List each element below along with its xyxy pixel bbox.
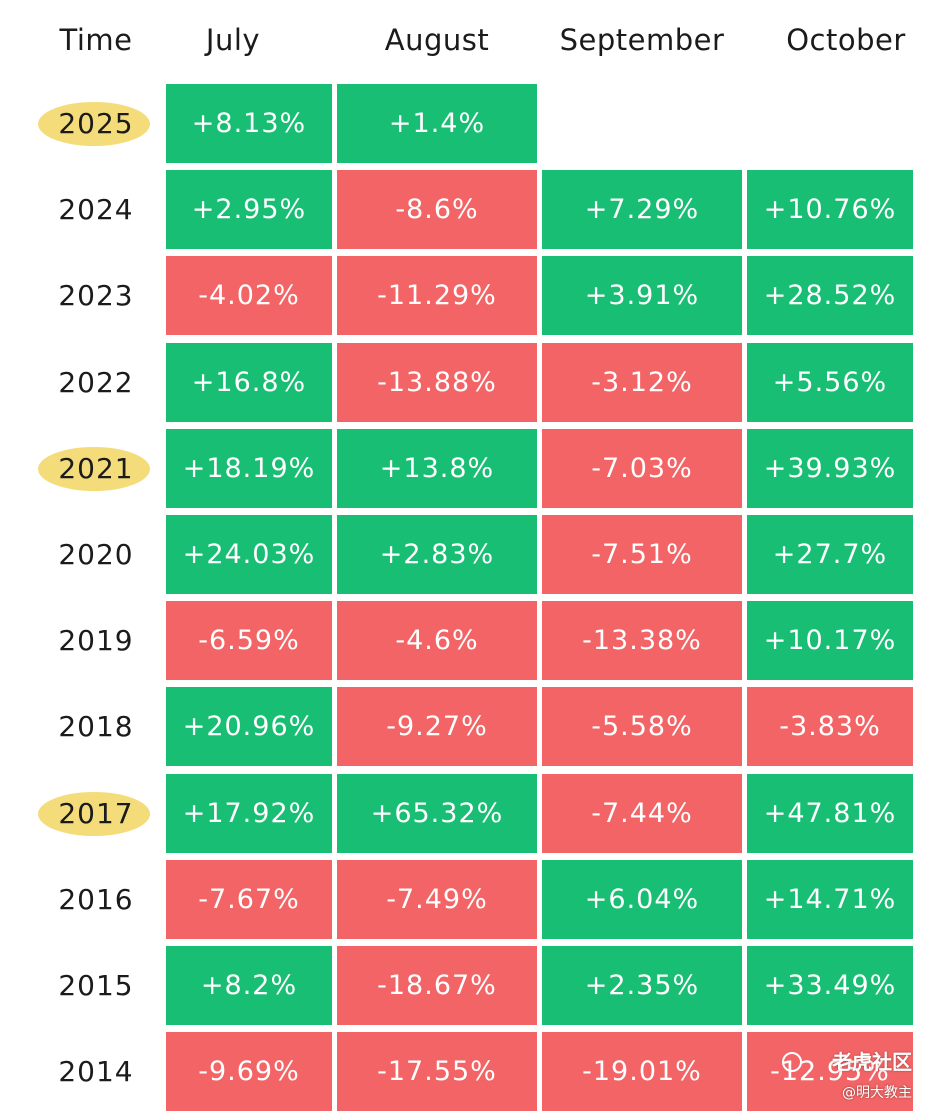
header-time: Time	[59, 23, 133, 57]
value-cell: +2.83%	[337, 515, 537, 594]
tiger-logo-icon	[782, 1052, 802, 1072]
value-cell: +24.03%	[166, 515, 332, 594]
value-cell: -4.02%	[166, 256, 332, 335]
value-cell: -13.88%	[337, 343, 537, 422]
value-cell: -7.44%	[542, 774, 742, 853]
year-label: 2025	[58, 107, 134, 140]
value-cell: +10.17%	[747, 601, 913, 680]
value-cell: -17.55%	[337, 1032, 537, 1111]
watermark: 老虎社区 @明大教主	[772, 1046, 912, 1108]
year-highlight	[38, 447, 150, 491]
value-cell: -4.6%	[337, 601, 537, 680]
value-cell: -13.38%	[542, 601, 742, 680]
value-cell: -3.83%	[747, 687, 913, 766]
value-cell: +20.96%	[166, 687, 332, 766]
value-cell: +10.76%	[747, 170, 913, 249]
year-label: 2020	[58, 538, 134, 571]
year-label: 2015	[58, 969, 134, 1002]
value-cell: +6.04%	[542, 860, 742, 939]
value-cell: -8.6%	[337, 170, 537, 249]
value-cell: -7.67%	[166, 860, 332, 939]
year-highlight	[38, 792, 150, 836]
watermark-handle: @明大教主	[842, 1085, 912, 1101]
value-cell: -5.58%	[542, 687, 742, 766]
value-cell: +16.8%	[166, 343, 332, 422]
year-label: 2016	[58, 883, 134, 916]
value-cell: +3.91%	[542, 256, 742, 335]
value-cell: +1.4%	[337, 84, 537, 163]
value-cell: +17.92%	[166, 774, 332, 853]
year-label: 2014	[58, 1055, 134, 1088]
value-cell: -18.67%	[337, 946, 537, 1025]
value-cell: -11.29%	[337, 256, 537, 335]
year-label: 2022	[58, 366, 134, 399]
value-cell: -6.59%	[166, 601, 332, 680]
watermark-title: 老虎社区	[832, 1050, 912, 1074]
value-cell: +27.7%	[747, 515, 913, 594]
value-cell: +47.81%	[747, 774, 913, 853]
value-cell: -3.12%	[542, 343, 742, 422]
value-cell: +5.56%	[747, 343, 913, 422]
value-cell: +33.49%	[747, 946, 913, 1025]
year-label: 2019	[58, 624, 134, 657]
value-cell: -7.49%	[337, 860, 537, 939]
year-highlight	[38, 102, 150, 146]
value-cell: +18.19%	[166, 429, 332, 508]
value-cell: +65.32%	[337, 774, 537, 853]
header-august: August	[384, 23, 490, 57]
value-cell: -9.69%	[166, 1032, 332, 1111]
header-july: July	[205, 23, 261, 57]
value-cell: -7.03%	[542, 429, 742, 508]
year-label: 2024	[58, 193, 134, 226]
year-label: 2018	[58, 710, 134, 743]
value-cell: -12.95%	[747, 1032, 913, 1111]
value-cell: +8.2%	[166, 946, 332, 1025]
year-label: 2023	[58, 279, 134, 312]
value-cell: +2.95%	[166, 170, 332, 249]
header-september: September	[559, 23, 725, 57]
value-cell: -9.27%	[337, 687, 537, 766]
value-cell: -19.01%	[542, 1032, 742, 1111]
header-october: October	[786, 23, 906, 57]
value-cell: +39.93%	[747, 429, 913, 508]
value-cell: +28.52%	[747, 256, 913, 335]
value-cell: +14.71%	[747, 860, 913, 939]
year-label: 2021	[58, 452, 134, 485]
year-label: 2017	[58, 797, 134, 830]
value-cell: +7.29%	[542, 170, 742, 249]
value-cell: +2.35%	[542, 946, 742, 1025]
value-cell: +13.8%	[337, 429, 537, 508]
value-cell: +8.13%	[166, 84, 332, 163]
value-cell: -7.51%	[542, 515, 742, 594]
